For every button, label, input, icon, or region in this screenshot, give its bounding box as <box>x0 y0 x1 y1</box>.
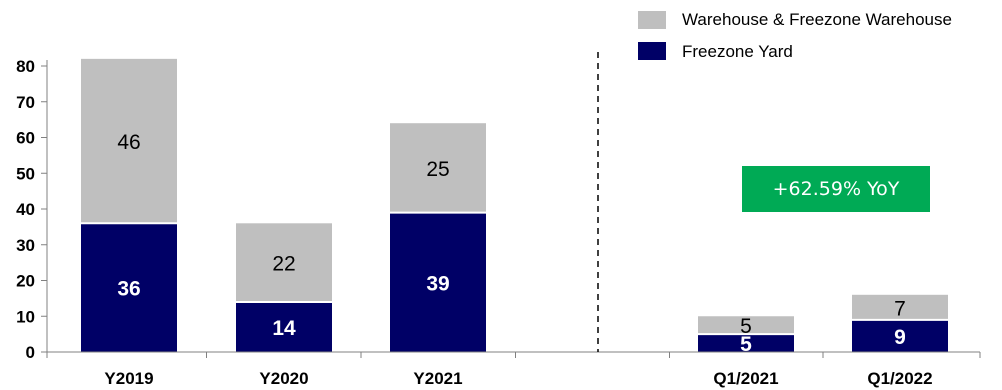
y-tick-label: 80 <box>16 57 35 76</box>
y-axis: 0 10 20 30 40 50 60 70 80 <box>16 57 48 362</box>
x-axis: Y2019 Y2020 Y2021 Q1/2021 Q1/2022 <box>46 351 981 388</box>
legend-swatch-freezone-yard <box>638 42 666 60</box>
x-tick-label: Y2019 <box>104 369 153 388</box>
data-label-freezone-yard: 14 <box>272 317 296 340</box>
data-label-freezone-yard: 36 <box>117 278 140 301</box>
data-label-warehouse: 7 <box>894 297 906 320</box>
y-tick-label: 60 <box>16 129 35 148</box>
bar-warehouse <box>698 316 794 335</box>
bar-warehouse <box>236 223 332 302</box>
y-tick-label: 50 <box>16 164 35 183</box>
bars: 36 46 14 22 39 25 55 9 7 <box>81 58 948 356</box>
data-label-freezone-yard: 39 <box>426 272 449 295</box>
x-tick-label: Y2020 <box>259 369 308 388</box>
y-tick-label: 20 <box>16 272 35 291</box>
x-tick-label: Q1/2021 <box>713 369 778 388</box>
data-label-freezone-yard: 5 <box>740 333 752 356</box>
y-tick-label: 40 <box>16 200 35 219</box>
data-label-warehouse: 46 <box>117 131 140 154</box>
y-tick-label: 10 <box>16 307 35 326</box>
x-tick-label: Y2021 <box>413 369 462 388</box>
y-tick-label: 70 <box>16 93 35 112</box>
yoy-annotation-badge: +62.59% YoY <box>742 166 930 212</box>
y-tick-label: 0 <box>26 343 35 362</box>
legend-label-freezone-yard: Freezone Yard <box>682 42 793 61</box>
bar-freezone-yard <box>81 223 177 352</box>
bar-freezone-yard <box>236 301 332 352</box>
bar-warehouse <box>390 123 486 213</box>
legend-swatch-warehouse <box>638 11 666 29</box>
data-label-warehouse: 5 <box>740 315 752 338</box>
bar-freezone-yard <box>390 212 486 352</box>
x-tick-label: Q1/2022 <box>867 369 932 388</box>
y-tick-label: 30 <box>16 236 35 255</box>
legend-label-warehouse: Warehouse & Freezone Warehouse <box>682 10 952 29</box>
data-label-freezone-yard: 9 <box>894 326 906 349</box>
data-label-warehouse: 25 <box>426 158 449 181</box>
bar-freezone-yard <box>698 334 794 352</box>
bar-warehouse <box>81 58 177 224</box>
data-label-warehouse: 22 <box>272 253 295 276</box>
bar-freezone-yard <box>852 319 948 352</box>
bar-warehouse <box>852 294 948 320</box>
